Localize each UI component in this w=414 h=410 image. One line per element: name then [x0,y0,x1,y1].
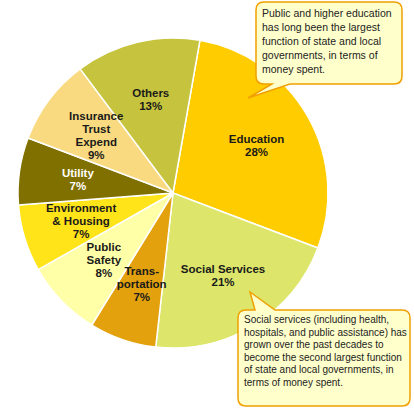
svg-text:PublicSafety8%: PublicSafety8% [87,241,122,279]
svg-text:Others13%: Others13% [132,87,169,112]
svg-text:Social Services21%: Social Services21% [181,263,265,288]
svg-text:InsuranceTrustExpend9%: InsuranceTrustExpend9% [69,110,123,161]
html-text:Public and higher education ha: Public and higher education has long bee… [262,7,392,75]
svg-text:Environment& Housing7%: Environment& Housing7% [46,202,116,240]
svg-text:Trans-portation7%: Trans-portation7% [117,265,167,303]
svg-text:Education28%: Education28% [229,133,285,158]
html-text:Social services (including hea: Social services (including health, hospi… [244,314,407,388]
svg-text:Utility7%: Utility7% [62,167,95,192]
